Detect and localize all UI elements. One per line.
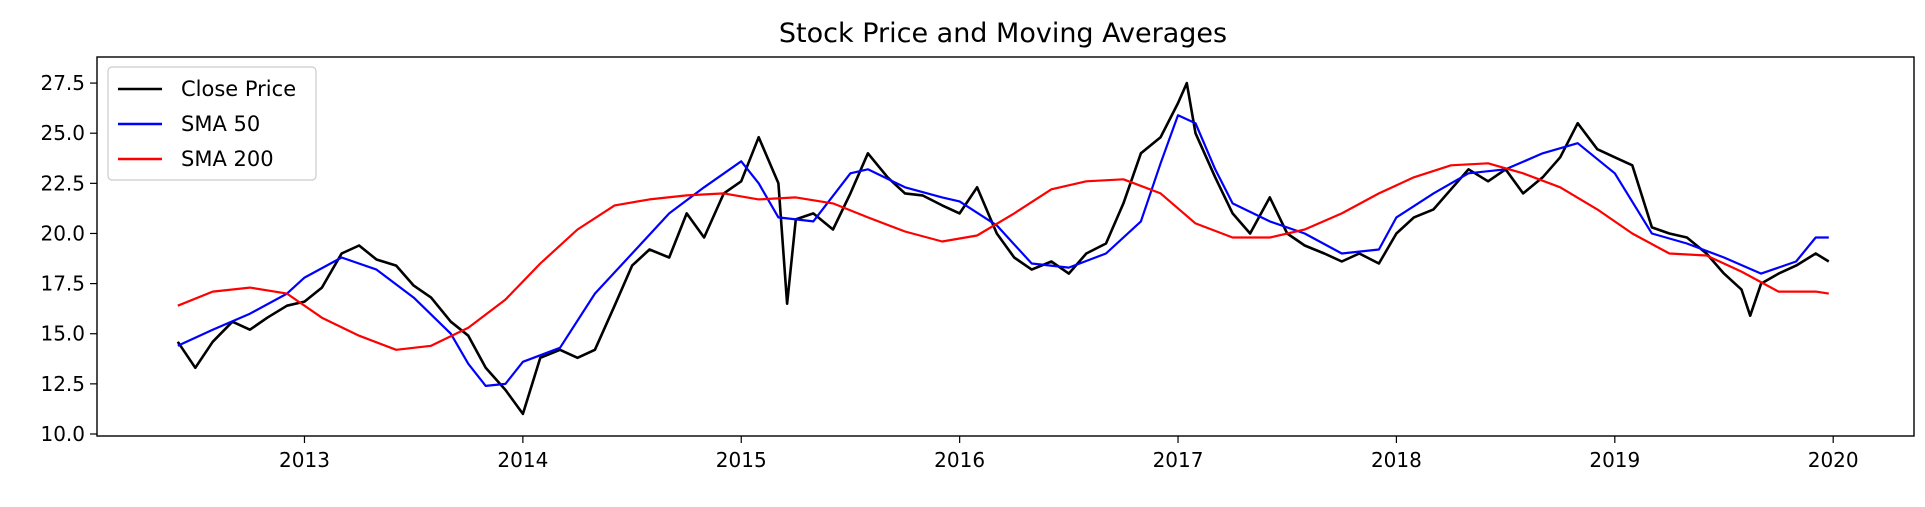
sma-200-line: [177, 162, 1829, 351]
legend-entry-sma-50: SMA 50: [118, 112, 260, 136]
legend-entry-sma-200: SMA 200: [118, 147, 274, 171]
x-tick-label: 2013: [279, 448, 330, 472]
x-tick-label: 2015: [716, 448, 767, 472]
series-lines: [176, 81, 1830, 416]
x-tick-label: 2019: [1589, 448, 1640, 472]
y-tick-label: 12.5: [40, 372, 85, 396]
legend-label: SMA 50: [181, 112, 260, 136]
x-tick-label: 2017: [1153, 448, 1204, 472]
x-tick-label: 2020: [1808, 448, 1859, 472]
y-tick-label: 27.5: [40, 71, 85, 95]
legend-entry-close-price: Close Price: [118, 77, 296, 101]
plot-area: [96, 56, 1915, 437]
legend-label: Close Price: [181, 77, 296, 101]
chart-title: Stock Price and Moving Averages: [779, 18, 1227, 49]
y-tick-label: 17.5: [40, 272, 85, 296]
sma-50-line: [177, 114, 1829, 387]
legend: Close Price SMA 50 SMA 200: [107, 66, 317, 181]
x-tick-label: 2014: [497, 448, 548, 472]
x-tick-label: 2018: [1371, 448, 1422, 472]
x-tick-label: 2016: [934, 448, 985, 472]
y-axis: 10.0 12.5 15.0 17.5 20.0 22.5 25.0 27.5: [40, 71, 97, 446]
axes-frame: [96, 56, 1915, 437]
close-price-line: [176, 81, 1830, 416]
y-tick-label: 25.0: [40, 121, 85, 145]
legend-label: SMA 200: [181, 147, 274, 171]
y-tick-label: 22.5: [40, 171, 85, 195]
legend-box: [107, 66, 317, 181]
y-tick-label: 20.0: [40, 221, 85, 245]
y-tick-label: 10.0: [40, 422, 85, 446]
x-axis: 2013 2014 2015 2016 2017 2018 2019 2020: [279, 436, 1859, 472]
y-tick-label: 15.0: [40, 322, 85, 346]
